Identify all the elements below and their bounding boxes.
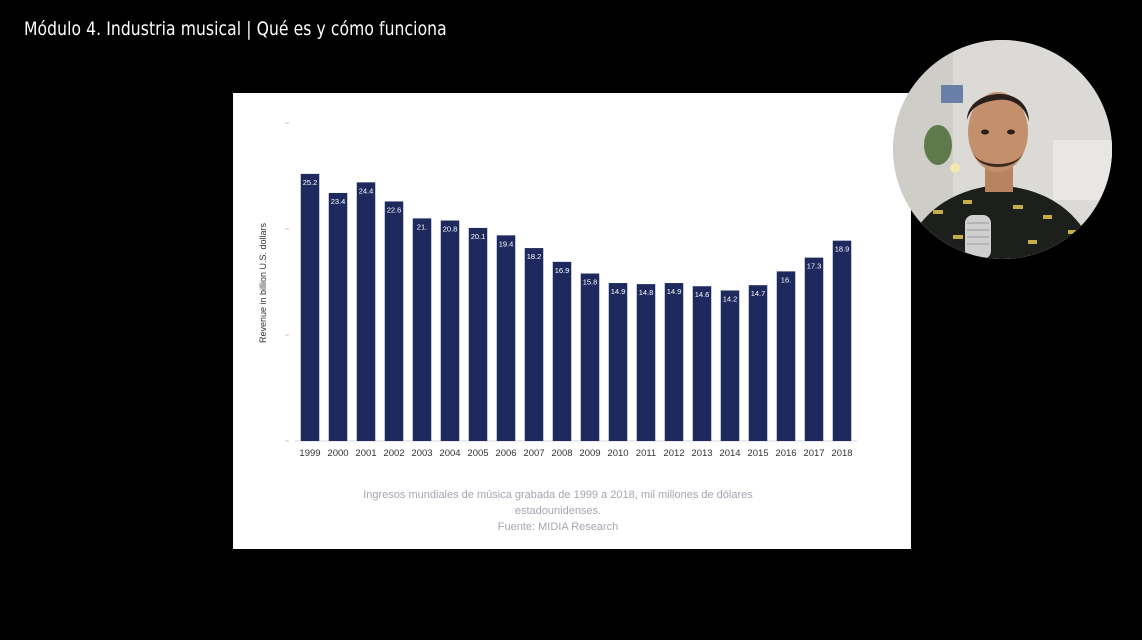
x-tick-label-2014: 2014 bbox=[719, 448, 740, 459]
bar-value-label-2011: 14.8 bbox=[639, 288, 654, 297]
x-tick-label-2018: 2018 bbox=[831, 448, 852, 459]
bar-2008 bbox=[552, 261, 572, 441]
bar-value-label-2009: 15.8 bbox=[583, 278, 598, 287]
bar-value-label-2001: 24.4 bbox=[359, 186, 374, 195]
x-tick-label-2011: 2011 bbox=[636, 448, 656, 459]
x-tick-label-2009: 2009 bbox=[579, 448, 600, 459]
bar-chart: Revenue in billion U.S. dollars 25.2 23.4… bbox=[258, 122, 857, 459]
x-tick-label-2012: 2012 bbox=[663, 448, 684, 459]
x-tick-label-2001: 2001 bbox=[355, 448, 376, 459]
bar-2010 bbox=[608, 283, 628, 441]
y-axis-ticks bbox=[285, 122, 289, 442]
bar-value-label-2018: 18.9 bbox=[835, 245, 850, 254]
bar-value-label-2012: 14.9 bbox=[667, 287, 682, 296]
bar-value-label-2002: 22.6 bbox=[387, 205, 402, 214]
bar-2004 bbox=[440, 220, 460, 441]
bar-value-label-2000: 23.4 bbox=[331, 197, 346, 206]
bar-2018 bbox=[832, 240, 852, 441]
x-tick-labels-group: 1999 2000 2001 2002 2003 2004 2005 2006 2007 2008… bbox=[299, 448, 852, 459]
x-tick-label-2003: 2003 bbox=[411, 448, 432, 459]
x-tick-label-2004: 2004 bbox=[439, 448, 460, 459]
bar-value-label-2016: 16. bbox=[781, 275, 791, 284]
caption-source: Fuente: MIDIA Research bbox=[497, 521, 619, 533]
bars-group bbox=[300, 173, 852, 442]
y-axis-label: Revenue in billion U.S. dollars bbox=[258, 222, 268, 343]
x-tick-label-2008: 2008 bbox=[551, 448, 572, 459]
x-tick-label-2005: 2005 bbox=[467, 448, 488, 459]
bar-value-label-2008: 16.9 bbox=[555, 266, 570, 275]
bar-2011 bbox=[636, 284, 656, 441]
bar-2017 bbox=[804, 257, 824, 441]
bar-2000 bbox=[328, 192, 348, 441]
bar-1999 bbox=[300, 173, 320, 441]
bar-2016 bbox=[776, 271, 796, 441]
x-tick-label-2007: 2007 bbox=[523, 448, 544, 459]
x-tick-label-2017: 2017 bbox=[803, 448, 824, 459]
x-tick-label-2015: 2015 bbox=[747, 448, 768, 459]
bar-2009 bbox=[580, 273, 600, 441]
bar-value-label-2014: 14.2 bbox=[723, 294, 738, 303]
bar-2013 bbox=[692, 286, 712, 441]
bar-value-label-2003: 21. bbox=[417, 222, 427, 231]
bar-2001 bbox=[356, 182, 376, 442]
bar-2012 bbox=[664, 283, 684, 441]
bar-value-label-2017: 17.3 bbox=[807, 262, 822, 271]
bar-value-label-2007: 18.2 bbox=[527, 252, 542, 261]
caption-line-2: estadounidenses. bbox=[514, 505, 602, 517]
bar-value-label-2005: 20.1 bbox=[471, 232, 486, 241]
bar-2005 bbox=[468, 227, 488, 441]
bar-2015 bbox=[748, 285, 768, 441]
x-tick-label-2002: 2002 bbox=[383, 448, 404, 459]
bar-2007 bbox=[524, 248, 544, 441]
bar-2003 bbox=[412, 218, 432, 441]
chart-slide: Revenue in billion U.S. dollars 25.2 23.4… bbox=[233, 93, 911, 549]
bar-value-label-2006: 19.4 bbox=[499, 239, 514, 248]
bar-value-label-1999: 25.2 bbox=[303, 178, 318, 187]
x-tick-label-2000: 2000 bbox=[327, 448, 348, 459]
presenter-video-icon bbox=[893, 40, 1112, 259]
bar-2002 bbox=[384, 201, 404, 441]
caption-line-1: Ingresos mundiales de música grabada de … bbox=[363, 489, 753, 501]
presenter-webcam bbox=[893, 40, 1112, 259]
bar-2014 bbox=[720, 290, 740, 441]
x-tick-label-2013: 2013 bbox=[691, 448, 712, 459]
x-tick-label-2016: 2016 bbox=[775, 448, 796, 459]
bar-value-label-2004: 20.8 bbox=[443, 225, 458, 234]
chart-caption: Ingresos mundiales de música grabada de … bbox=[328, 487, 788, 535]
bar-2006 bbox=[496, 235, 516, 441]
bar-value-label-2015: 14.7 bbox=[751, 289, 766, 298]
bar-value-label-2013: 14.6 bbox=[695, 290, 710, 299]
bar-labels-group: 25.2 23.4 24.4 22.6 21. 20.8 20.1 19.4 18.2 16.9 1… bbox=[303, 178, 850, 304]
x-tick-label-2006: 2006 bbox=[495, 448, 516, 459]
x-tick-label-1999: 1999 bbox=[299, 448, 320, 459]
x-tick-label-2010: 2010 bbox=[607, 448, 628, 459]
bar-value-label-2010: 14.9 bbox=[611, 287, 626, 296]
video-title: Módulo 4. Industria musical | Qué es y c… bbox=[24, 18, 447, 40]
